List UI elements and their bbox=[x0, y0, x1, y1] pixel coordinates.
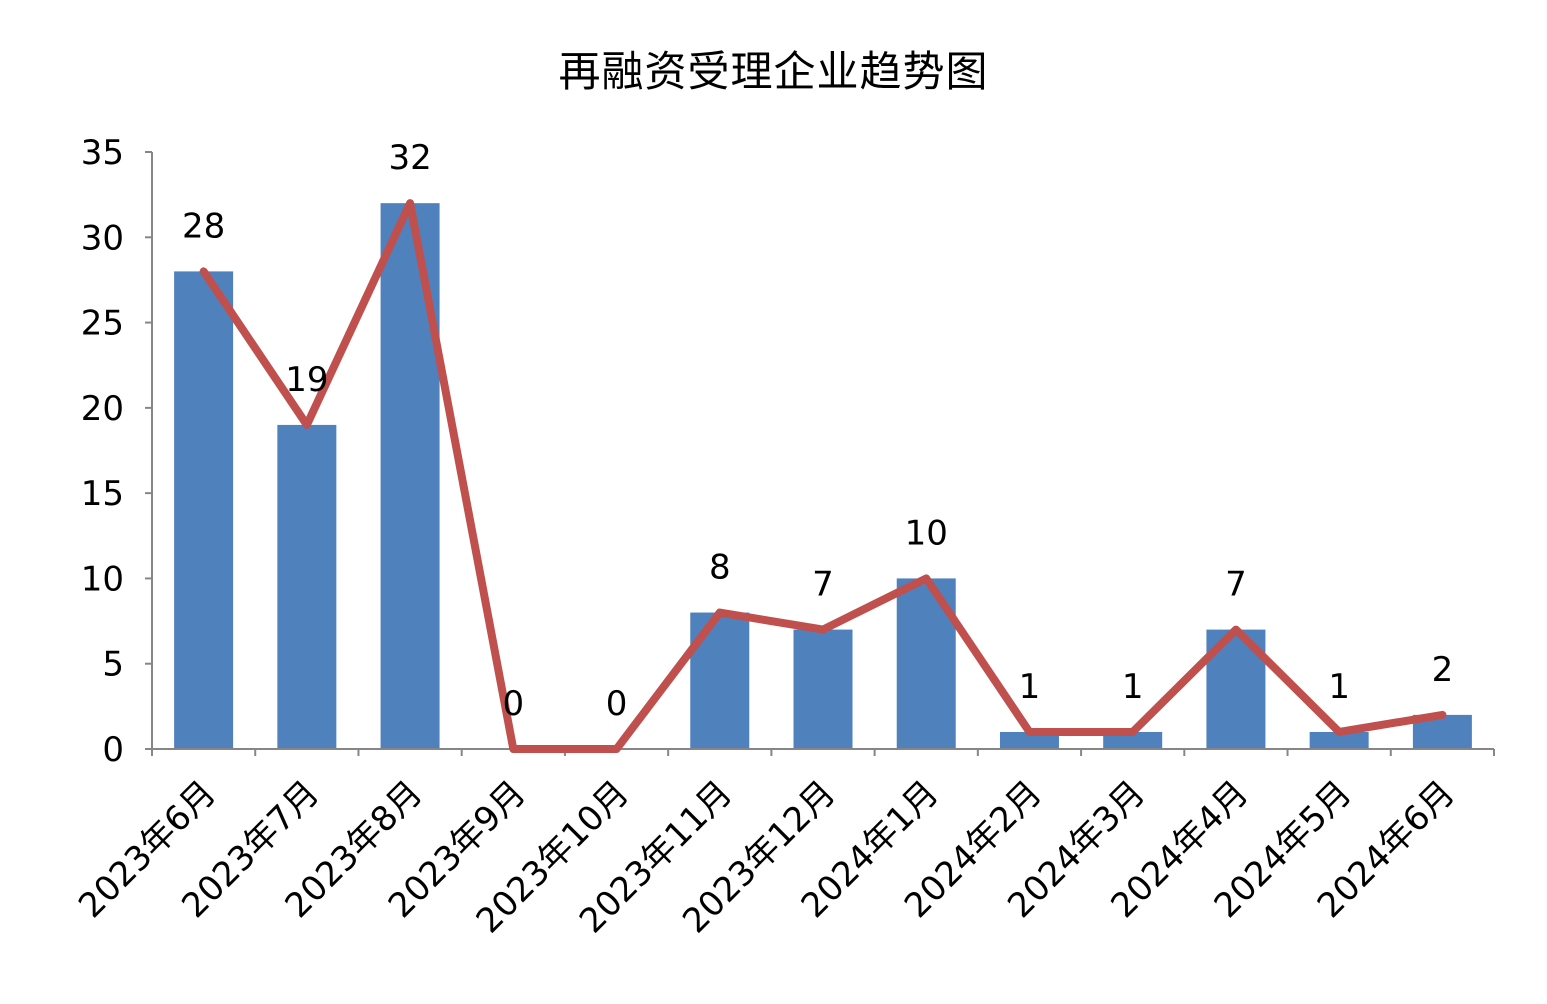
y-tick-label: 30 bbox=[81, 218, 124, 258]
data-label-9: 1 bbox=[1019, 667, 1041, 707]
data-label-11: 7 bbox=[1225, 565, 1247, 605]
labels-layer: 28 19 32 0 0 8 7 10 1 1 7 1 2 bbox=[182, 138, 1453, 724]
bar-3 bbox=[380, 203, 440, 749]
y-tick-label: 15 bbox=[81, 474, 124, 514]
line-layer bbox=[199, 199, 1447, 753]
y-tick-label: 5 bbox=[102, 645, 124, 685]
bar-1 bbox=[174, 271, 234, 749]
data-label-4: 0 bbox=[502, 684, 524, 724]
data-label-7: 7 bbox=[812, 565, 834, 605]
data-label-8: 10 bbox=[905, 513, 948, 553]
data-label-10: 1 bbox=[1122, 667, 1144, 707]
y-tick-label: 0 bbox=[102, 730, 124, 770]
data-label-2: 19 bbox=[285, 360, 328, 400]
data-label-13: 2 bbox=[1432, 650, 1454, 690]
bar-9 bbox=[999, 731, 1059, 749]
bar-6 bbox=[690, 612, 750, 749]
bar-12 bbox=[1309, 731, 1369, 749]
y-tick-label: 35 bbox=[81, 133, 124, 173]
y-tick-label: 10 bbox=[81, 559, 124, 599]
y-tick-label: 25 bbox=[81, 304, 124, 344]
bar-7 bbox=[793, 629, 853, 749]
bar-2 bbox=[277, 424, 337, 749]
bar-10 bbox=[1103, 731, 1163, 749]
y-tick-label: 20 bbox=[81, 389, 124, 429]
data-label-5: 0 bbox=[606, 684, 628, 724]
data-label-12: 1 bbox=[1328, 667, 1350, 707]
data-label-3: 32 bbox=[388, 138, 431, 178]
data-label-6: 8 bbox=[709, 548, 731, 588]
chart-title: 再融资受理企业趋势图 bbox=[558, 47, 989, 96]
data-label-1: 28 bbox=[182, 206, 225, 246]
